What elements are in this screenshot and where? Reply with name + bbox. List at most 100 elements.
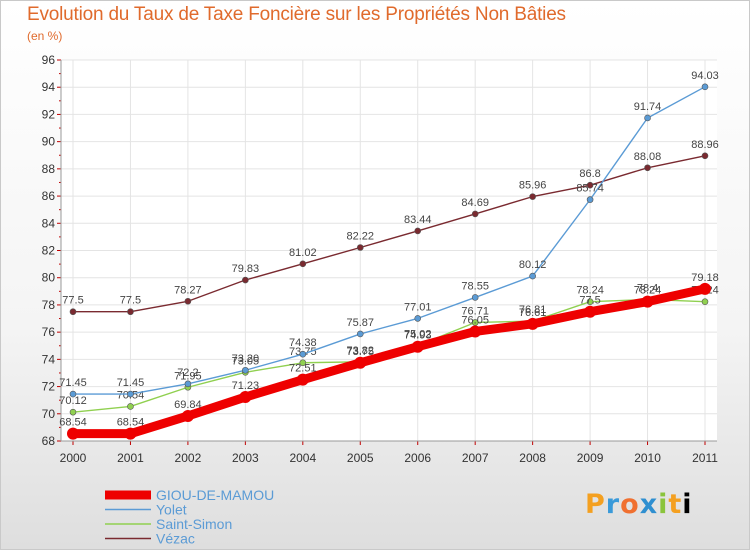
- data-label: 78.24: [576, 285, 604, 297]
- data-point: [296, 373, 309, 386]
- data-label: 91.74: [634, 101, 662, 113]
- series-group: 77.5 77.5 78.27 79.83 81.02 82.22 83.44 84.69 85…: [59, 70, 719, 440]
- x-tick-label: 2000: [60, 451, 87, 465]
- data-point: [299, 260, 307, 268]
- data-label: 73.82: [347, 345, 375, 357]
- data-label: 74.38: [289, 337, 317, 349]
- legend-label: Yolet: [156, 502, 187, 518]
- data-label: 74.93: [404, 330, 432, 342]
- data-label: 76.61: [519, 307, 547, 319]
- y-tick-label: 92: [42, 107, 56, 121]
- data-point: [356, 244, 364, 251]
- chart-unit: (en %): [27, 29, 63, 43]
- data-point: [699, 282, 711, 295]
- x-tick-label: 2006: [404, 451, 431, 465]
- legend-label: Vézac: [156, 531, 195, 547]
- data-point: [67, 427, 79, 440]
- data-label: 84.69: [461, 197, 489, 209]
- y-tick-label: 68: [42, 434, 56, 448]
- data-point: [586, 196, 594, 203]
- data-point: [242, 276, 249, 284]
- data-label: 85.74: [576, 183, 604, 195]
- data-label: 72.51: [289, 363, 317, 375]
- data-point: [127, 390, 134, 398]
- data-label: 69.84: [174, 399, 202, 411]
- x-tick-label: 2008: [519, 451, 546, 465]
- data-label: 75.02: [404, 328, 432, 340]
- y-tick-label: 72: [42, 380, 56, 394]
- data-label: 73.20: [232, 353, 260, 365]
- y-tick-label: 88: [42, 162, 56, 176]
- data-label: 71.23: [232, 380, 260, 392]
- y-tick-label: 90: [42, 135, 56, 149]
- data-point: [127, 308, 134, 316]
- x-tick-label: 2009: [577, 451, 604, 465]
- data-label: 77.5: [62, 295, 83, 307]
- series-line-v-zac: [72, 155, 706, 313]
- data-point: [354, 356, 367, 369]
- data-label: 68.54: [59, 417, 87, 429]
- data-point: [641, 295, 654, 308]
- data-point: [184, 380, 192, 388]
- data-label: 76.05: [461, 314, 489, 326]
- data-label: 76.71: [461, 305, 489, 317]
- data-label: 79.83: [232, 263, 260, 275]
- y-tick-label: 96: [42, 53, 56, 67]
- y-tick-label: 74: [42, 352, 56, 366]
- data-point: [414, 315, 422, 322]
- data-label: 88.96: [691, 139, 719, 151]
- legend-label: GIOU-DE-MAMOU: [156, 487, 274, 503]
- data-label: 86.8: [579, 168, 600, 180]
- y-tick-label: 86: [42, 189, 56, 203]
- data-label: 78.4: [637, 282, 658, 294]
- data-point: [644, 114, 651, 122]
- data-label: 77.5: [120, 295, 141, 307]
- data-point: [242, 366, 249, 374]
- legend-label: Saint-Simon: [156, 516, 232, 532]
- grid: [61, 59, 717, 442]
- data-point: [299, 350, 307, 358]
- x-tick-label: 2001: [117, 451, 144, 465]
- x-tick-label: 2004: [289, 451, 316, 465]
- x-tick-label: 2007: [462, 451, 489, 465]
- chart-title: Evolution du Taux de Taxe Foncière sur l…: [27, 4, 566, 25]
- data-point: [184, 297, 192, 305]
- data-label: 76.81: [519, 304, 547, 316]
- data-label: 85.96: [519, 180, 547, 192]
- data-point: [299, 359, 307, 367]
- x-tick-label: 2002: [175, 451, 202, 465]
- y-tick-label: 94: [42, 80, 56, 94]
- axes: 68 70 72 74 76 78 80 82 84 86 88 90 92 94 96 2000 2001 20…: [42, 53, 719, 465]
- data-point: [529, 193, 536, 200]
- data-point: [411, 340, 424, 353]
- data-point: [69, 408, 77, 416]
- data-point: [69, 390, 77, 398]
- data-point: [584, 305, 597, 318]
- data-label: 70.12: [59, 395, 87, 407]
- series-line-yolet: [72, 86, 706, 395]
- data-point: [124, 427, 137, 440]
- series-line-giou-de-mamou: [68, 284, 710, 439]
- data-point: [356, 330, 364, 338]
- data-point: [471, 294, 479, 301]
- data-label: 73.75: [347, 346, 375, 358]
- data-label: 72.2: [177, 367, 198, 379]
- y-tick-label: 70: [42, 407, 56, 421]
- data-label: 71.45: [59, 377, 87, 389]
- data-label: 75.87: [347, 317, 375, 329]
- data-label: 68.54: [117, 417, 145, 429]
- data-label: 77.5: [579, 295, 600, 307]
- data-label: 77.01: [404, 301, 432, 313]
- y-tick-label: 80: [42, 271, 56, 285]
- data-point: [701, 83, 709, 91]
- data-label: 94.03: [691, 70, 719, 82]
- data-point: [701, 298, 709, 305]
- proxiti-logo: Proxiti: [585, 489, 693, 520]
- data-label: 78.27: [174, 284, 202, 296]
- x-tick-label: 2011: [692, 451, 718, 465]
- data-point: [701, 152, 709, 160]
- data-point: [526, 317, 539, 330]
